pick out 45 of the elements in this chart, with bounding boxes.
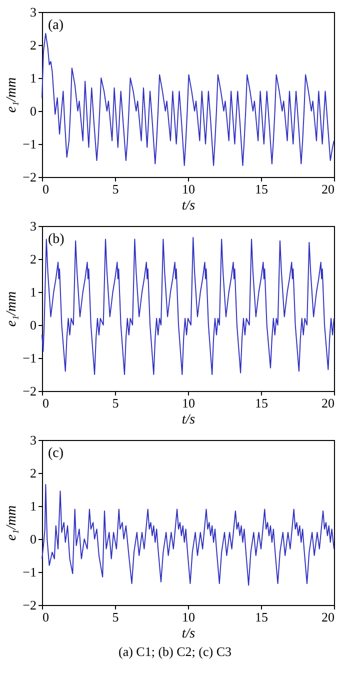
x-tick-label: 15 xyxy=(255,182,268,196)
y-tick-label: 1 xyxy=(30,498,36,514)
x-tick-label: 10 xyxy=(182,610,195,624)
x-tick-label: 10 xyxy=(182,396,195,410)
y-tick-label: −2 xyxy=(22,384,36,398)
x-tick-label: 0 xyxy=(42,610,49,624)
annotation: (a) xyxy=(48,18,64,33)
y-tick-label: −1 xyxy=(22,564,36,580)
x-axis-title: t/s xyxy=(182,198,196,214)
text: (a) C1; (b) C2; (c) C3 xyxy=(117,644,232,660)
x-axis-title: t/s xyxy=(182,412,196,428)
line-series xyxy=(42,32,334,166)
x-tick-label: 20 xyxy=(322,396,334,410)
annotation: (b) xyxy=(48,232,65,247)
x-axis-title: t/s xyxy=(182,626,196,642)
x-tick-label: 15 xyxy=(255,396,268,410)
y-tick-label: −2 xyxy=(22,598,36,612)
x-tick-label: 5 xyxy=(112,396,119,410)
y-tick-label: −1 xyxy=(22,350,36,366)
x-tick-label: 5 xyxy=(112,610,119,624)
y-tick-label: −2 xyxy=(22,170,36,184)
y-tick-label: 2 xyxy=(30,466,36,480)
y-tick-label: 3 xyxy=(30,218,36,234)
y-tick-label: 0 xyxy=(30,104,36,118)
y-tick-label: 1 xyxy=(30,70,36,86)
x-tick-label: 0 xyxy=(42,396,49,410)
y-tick-label: −1 xyxy=(22,136,36,152)
x-tick-label: 10 xyxy=(182,182,195,196)
y-tick-label: 3 xyxy=(30,4,36,20)
y-tick-label: 2 xyxy=(30,252,36,266)
x-tick-label: 15 xyxy=(255,610,268,624)
y-tick-label: 0 xyxy=(30,318,36,332)
y-tick-label: 2 xyxy=(30,38,36,52)
y-axis-title: e₁/mm xyxy=(4,291,20,327)
y-axis-title: e₁/mm xyxy=(4,505,20,541)
line-series xyxy=(42,484,334,586)
y-tick-label: 0 xyxy=(30,532,36,546)
x-tick-label: 0 xyxy=(42,182,49,196)
y-tick-label: 1 xyxy=(30,284,36,300)
x-tick-label: 20 xyxy=(322,182,334,196)
y-axis-title: e₁/mm xyxy=(4,77,20,113)
annotation: (c) xyxy=(48,446,64,461)
x-tick-label: 20 xyxy=(322,610,334,624)
y-tick-label: 3 xyxy=(30,432,36,448)
x-tick-label: 5 xyxy=(112,182,119,196)
